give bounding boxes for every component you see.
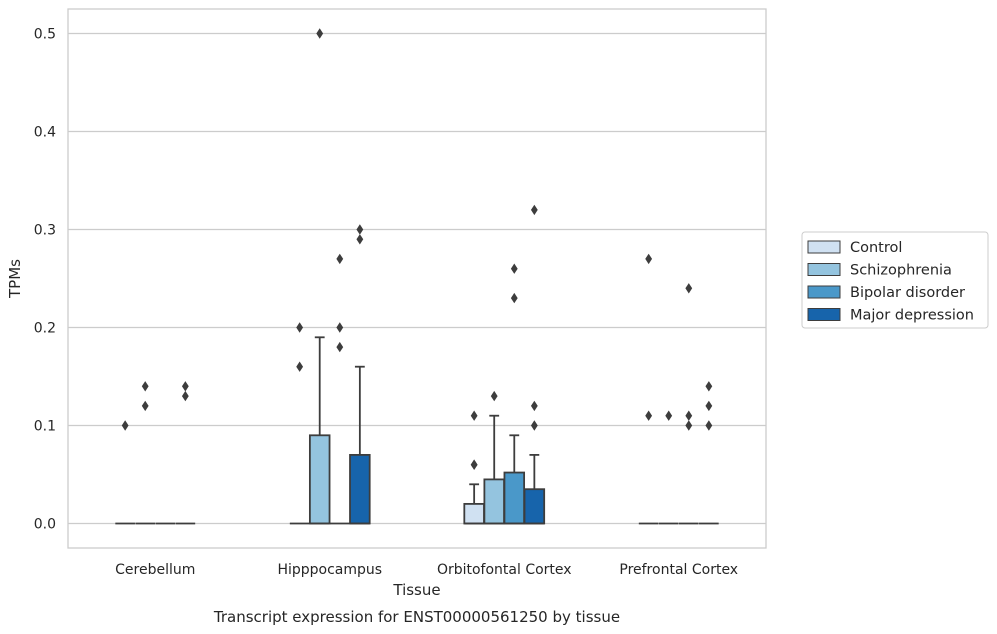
box-group	[699, 381, 719, 525]
x-axis-ticks: Cerebellum Hipppocampus Orbitofontal Corte…	[115, 562, 738, 578]
box	[349, 453, 371, 525]
box-group	[329, 253, 350, 525]
outlier-point	[141, 381, 149, 392]
x-tick-label: Cerebellum	[115, 562, 195, 578]
box-group	[115, 420, 135, 525]
outlier-point	[296, 361, 304, 372]
outlier-point	[685, 420, 693, 431]
grid-lines	[68, 32, 766, 525]
outlier-point	[356, 234, 364, 245]
legend-swatch	[807, 308, 841, 321]
legend-label: Bipolar disorder	[850, 285, 965, 301]
box-group	[638, 253, 659, 525]
legend-label: Schizophrenia	[850, 263, 952, 279]
outlier-point	[316, 28, 324, 39]
box-group	[289, 322, 310, 525]
box	[523, 488, 546, 525]
box-group	[349, 224, 371, 525]
outlier-point	[470, 410, 478, 421]
box-group	[135, 381, 156, 525]
box-group	[308, 28, 331, 525]
x-tick-label: Hipppocampus	[277, 562, 382, 578]
outlier-point	[296, 322, 304, 333]
outlier-point	[510, 263, 518, 274]
x-tick-label: Prefrontal Cortex	[619, 562, 738, 578]
outlier-point	[685, 283, 693, 294]
y-axis-title: TPMs	[6, 259, 24, 299]
outlier-point	[665, 410, 673, 421]
outlier-point	[705, 420, 713, 431]
box	[463, 502, 485, 525]
plot-area	[67, 8, 767, 549]
boxes	[115, 28, 719, 525]
box-group	[658, 410, 679, 525]
y-axis-ticks: 0.0 0.1 0.2 0.3 0.4 0.5	[34, 27, 56, 533]
y-tick-label: 0.0	[34, 517, 56, 533]
box-group	[523, 204, 546, 525]
outlier-point	[181, 381, 189, 392]
legend: Control Schizophrenia Bipolar disorder Majo…	[801, 231, 989, 329]
legend-label: Major depression	[850, 308, 974, 324]
box	[503, 471, 526, 525]
outlier-point	[336, 253, 344, 265]
legend-swatch	[807, 263, 841, 276]
box-group	[483, 390, 505, 525]
chart-title: Transcript expression for ENST0000056125…	[213, 608, 620, 626]
outlier-point	[490, 390, 498, 402]
y-tick-label: 0.5	[34, 27, 56, 43]
box-group	[463, 410, 485, 525]
outlier-point	[530, 400, 538, 412]
outlier-point	[705, 381, 713, 392]
y-tick-label: 0.3	[34, 223, 56, 239]
outlier-point	[470, 459, 478, 470]
legend-swatch	[807, 285, 841, 299]
y-tick-label: 0.1	[34, 419, 56, 435]
outlier-point	[356, 224, 364, 235]
outlier-point	[336, 341, 344, 353]
legend-swatch	[807, 240, 841, 254]
outlier-point	[705, 400, 713, 412]
outlier-point	[181, 390, 189, 402]
outlier-point	[336, 322, 344, 333]
box	[483, 478, 505, 525]
outlier-point	[530, 420, 538, 431]
outlier-point	[530, 204, 538, 216]
box-group	[503, 263, 526, 525]
outlier-point	[510, 292, 518, 304]
legend-frame	[801, 231, 989, 329]
outlier-point	[121, 420, 129, 431]
outlier-point	[685, 410, 693, 421]
outlier-point	[645, 253, 653, 265]
legend-label: Control	[850, 240, 902, 256]
box-group	[678, 283, 699, 525]
outlier-point	[141, 400, 149, 412]
y-tick-label: 0.4	[34, 125, 56, 141]
x-axis-title: Tissue	[392, 581, 440, 599]
box	[308, 434, 331, 525]
x-tick-label: Orbitofontal Cortex	[437, 562, 572, 578]
outlier-point	[645, 410, 653, 421]
y-tick-label: 0.2	[34, 321, 56, 337]
box-group	[175, 381, 196, 525]
